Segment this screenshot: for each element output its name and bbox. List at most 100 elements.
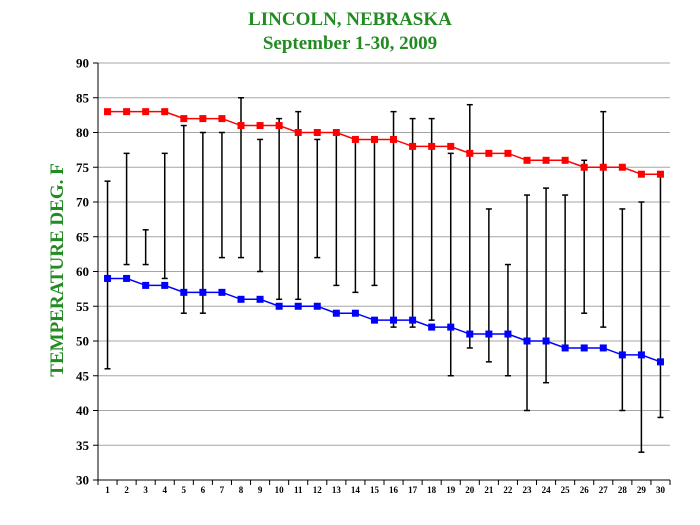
series-point-1 [466, 330, 474, 338]
y-tick-label: 75 [76, 160, 90, 175]
y-tick-label: 50 [76, 334, 89, 349]
x-tick-label: 24 [542, 485, 552, 495]
series-point-1 [180, 288, 188, 296]
x-tick-label: 27 [599, 485, 609, 495]
series-point-0 [523, 156, 531, 164]
series-point-1 [447, 323, 455, 331]
y-tick-label: 70 [76, 195, 89, 210]
series-point-1 [161, 281, 169, 289]
series-point-0 [218, 115, 226, 123]
series-point-0 [370, 135, 378, 143]
series-point-0 [294, 129, 302, 136]
series-point-0 [390, 135, 398, 143]
series-point-1 [256, 295, 264, 303]
series-point-1 [294, 302, 302, 310]
y-axis-label: TEMPERATURE DEG. F [47, 163, 68, 376]
series-point-0 [485, 149, 493, 157]
series-point-1 [523, 337, 531, 345]
x-tick-label: 8 [239, 485, 244, 495]
x-tick-label: 7 [220, 485, 225, 495]
series-point-0 [161, 108, 169, 116]
x-tick-label: 5 [182, 485, 187, 495]
x-tick-label: 1 [105, 485, 110, 495]
y-tick-label: 45 [76, 368, 90, 383]
y-tick-label: 55 [76, 299, 90, 314]
series-point-1 [428, 323, 436, 331]
x-tick-label: 9 [258, 485, 263, 495]
y-tick-label: 85 [76, 90, 90, 105]
series-point-0 [580, 163, 588, 171]
series-line-0 [107, 110, 661, 175]
series-point-1 [618, 351, 626, 359]
x-tick-label: 26 [580, 485, 590, 495]
series-point-0 [599, 163, 607, 171]
y-tick-label: 40 [76, 403, 89, 418]
x-tick-label: 14 [351, 485, 361, 495]
series-point-0 [104, 108, 112, 116]
series-point-1 [237, 295, 245, 303]
series-point-1 [504, 330, 512, 338]
series-point-1 [409, 316, 417, 324]
series-point-1 [390, 316, 398, 324]
x-tick-label: 10 [275, 485, 285, 495]
x-tick-label: 19 [446, 485, 456, 495]
series-point-0 [313, 129, 321, 136]
x-tick-label: 3 [143, 485, 148, 495]
y-tick-label: 30 [76, 473, 89, 488]
series-point-0 [466, 149, 474, 157]
x-tick-label: 21 [484, 485, 494, 495]
series-point-0 [561, 156, 569, 164]
series-point-1 [123, 274, 131, 282]
y-tick-label: 65 [76, 229, 90, 244]
y-tick-label: 35 [76, 438, 90, 453]
series-point-0 [656, 170, 664, 178]
series-point-1 [313, 302, 321, 310]
series-point-0 [504, 149, 512, 157]
series-point-0 [351, 135, 359, 143]
series-point-0 [275, 122, 283, 130]
x-tick-label: 20 [465, 485, 475, 495]
series-point-0 [447, 142, 455, 150]
series-point-1 [351, 309, 359, 317]
series-point-1 [199, 288, 207, 296]
series-point-0 [180, 115, 188, 123]
series-point-1 [599, 344, 607, 352]
x-tick-label: 6 [201, 485, 206, 495]
x-tick-label: 17 [408, 485, 418, 495]
series-point-0 [123, 108, 131, 116]
series-point-1 [542, 337, 550, 345]
x-tick-label: 22 [503, 485, 513, 495]
series-line-1 [107, 277, 661, 363]
series-point-1 [142, 281, 150, 289]
series-point-0 [409, 142, 417, 150]
x-tick-label: 15 [370, 485, 380, 495]
series-point-1 [370, 316, 378, 324]
series-point-1 [485, 330, 493, 338]
chart-subtitle: September 1-30, 2009 [263, 33, 437, 54]
x-tick-label: 25 [561, 485, 571, 495]
series-point-0 [237, 122, 245, 130]
series-point-1 [275, 302, 283, 310]
series-point-0 [428, 142, 436, 150]
series-point-0 [142, 108, 150, 116]
x-tick-label: 4 [162, 485, 167, 495]
chart-title: LINCOLN, NEBRASKA [248, 9, 452, 30]
x-tick-label: 12 [313, 485, 323, 495]
y-tick-label: 60 [76, 264, 89, 279]
series-point-0 [256, 122, 264, 130]
x-tick-label: 11 [294, 485, 303, 495]
series-point-1 [218, 288, 226, 296]
x-tick-label: 23 [523, 485, 533, 495]
y-tick-label: 80 [76, 125, 89, 140]
series-point-0 [618, 163, 626, 171]
x-tick-label: 29 [637, 485, 647, 495]
series-point-0 [542, 156, 550, 164]
series-point-1 [561, 344, 569, 352]
x-tick-label: 2 [124, 485, 129, 495]
x-tick-label: 13 [332, 485, 342, 495]
series-point-1 [580, 344, 588, 352]
series-point-1 [332, 309, 340, 317]
